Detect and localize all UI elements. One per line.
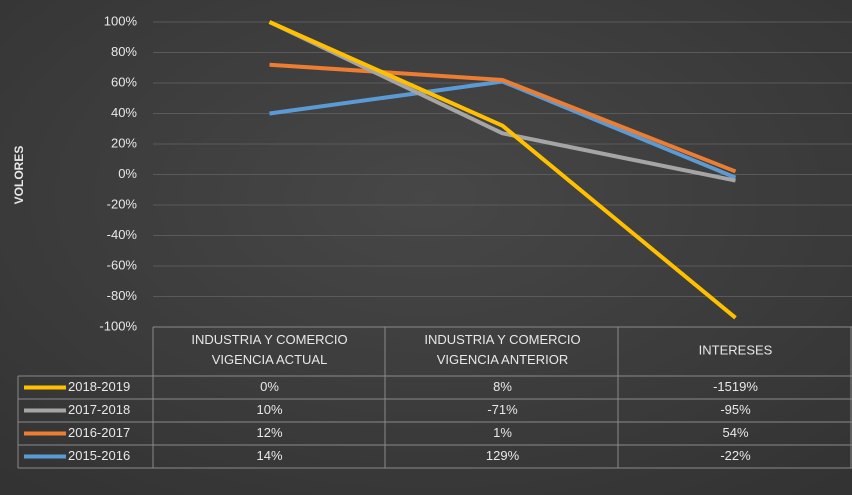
y-axis-label: VOLORES bbox=[12, 146, 26, 205]
x-tick-label-line: INDUSTRIA Y COMERCIO bbox=[191, 332, 347, 347]
table-cell: -71% bbox=[487, 402, 518, 417]
x-tick-label-line: VIGENCIA ACTUAL bbox=[212, 352, 328, 367]
table-cell: 12% bbox=[256, 425, 282, 440]
y-tick-label: -60% bbox=[107, 257, 138, 272]
legend-label: 2015-2016 bbox=[68, 448, 130, 463]
table-cell: 129% bbox=[486, 448, 520, 463]
y-tick-label: -80% bbox=[107, 288, 138, 303]
table-cell: 10% bbox=[256, 402, 282, 417]
x-tick-label: INDUSTRIA Y COMERCIO VIGENCIA ANTERIOR bbox=[424, 332, 580, 367]
series-line bbox=[268, 20, 736, 183]
table-cell: -95% bbox=[720, 402, 751, 417]
table-cell: 54% bbox=[722, 425, 748, 440]
legend-label: 2016-2017 bbox=[68, 425, 130, 440]
y-tick-label: 100% bbox=[104, 13, 138, 28]
legend-label: 2017-2018 bbox=[68, 402, 130, 417]
y-tick-label: -20% bbox=[107, 196, 138, 211]
x-tick-label-line: VIGENCIA ANTERIOR bbox=[437, 352, 568, 367]
legend-label: 2018-2019 bbox=[68, 379, 130, 394]
table-cell: 1% bbox=[493, 425, 512, 440]
y-tick-label: -40% bbox=[107, 227, 138, 242]
table-cell: -1519% bbox=[713, 379, 758, 394]
table-cell: 14% bbox=[256, 448, 282, 463]
y-tick-label: 60% bbox=[111, 74, 137, 89]
series-line bbox=[268, 20, 737, 320]
y-tick-label: -100% bbox=[99, 318, 137, 333]
table-cell: -22% bbox=[720, 448, 751, 463]
y-tick-label: 20% bbox=[111, 135, 137, 150]
table-cell: 8% bbox=[493, 379, 512, 394]
y-tick-label: 40% bbox=[111, 105, 137, 120]
table-cell: 0% bbox=[260, 379, 279, 394]
x-tick-label: INDUSTRIA Y COMERCIO VIGENCIA ACTUAL bbox=[191, 332, 347, 367]
x-tick-label: INTERESES bbox=[699, 342, 773, 357]
y-tick-label: 0% bbox=[118, 166, 137, 181]
series-line bbox=[269, 62, 737, 174]
x-tick-label-line: INDUSTRIA Y COMERCIO bbox=[424, 332, 580, 347]
y-tick-label: 80% bbox=[111, 44, 137, 59]
